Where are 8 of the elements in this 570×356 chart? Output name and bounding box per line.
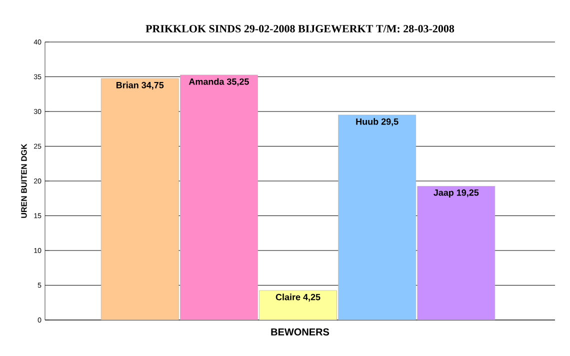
data-label: Brian 34,75 bbox=[116, 82, 164, 90]
y-axis-title: UREN BUITEN DGK bbox=[21, 144, 27, 218]
x-axis-title: BEWONERS bbox=[271, 328, 330, 336]
chart-title: PRIKKLOK SINDS 29-02-2008 BIJGEWERKT T/M: 28-03-2008 bbox=[146, 24, 454, 32]
data-label: Huub 29,5 bbox=[356, 118, 398, 126]
data-label: Jaap 19,25 bbox=[434, 189, 479, 198]
data-label: Claire 4,25 bbox=[276, 294, 320, 302]
data-label: Amanda 35,25 bbox=[188, 78, 249, 86]
